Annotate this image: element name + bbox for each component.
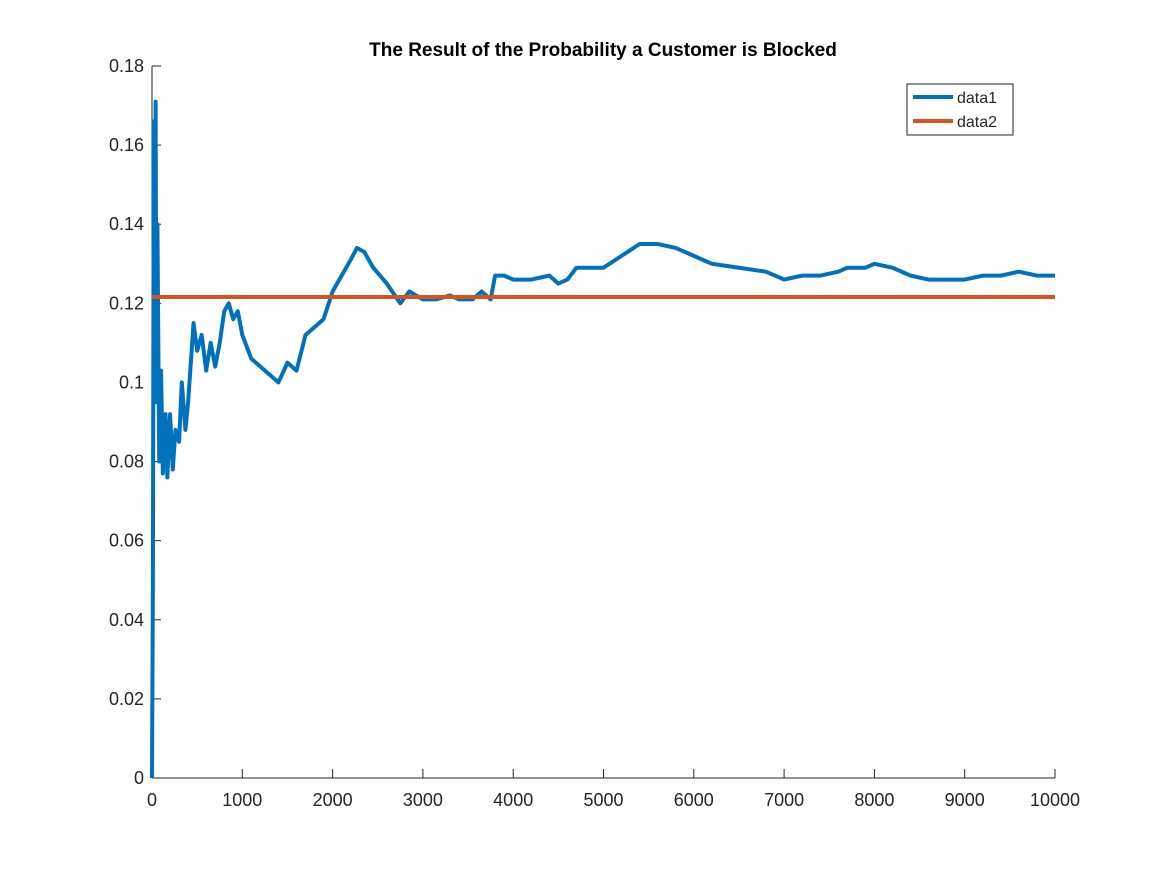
legend-box [906,83,1014,136]
x-tick-label: 5000 [583,790,623,810]
x-tick-label: 2000 [313,790,353,810]
line-series [150,99,1055,779]
x-tick-label: 4000 [493,790,533,810]
x-tick-label: 0 [147,790,157,810]
y-tick-label: 0.14 [109,214,144,234]
chart-title: The Result of the Probability a Customer… [369,40,837,61]
x-tick-label: 10000 [1030,790,1080,810]
x-tick-label: 9000 [945,790,985,810]
x-tick-label: 1000 [222,790,262,810]
y-tick-label: 0.06 [109,531,144,551]
legend-label: data1 [957,90,997,107]
y-tick-label: 0 [134,768,144,788]
x-tick-label: 8000 [854,790,894,810]
legend-label: data2 [957,114,997,131]
y-tick-label: 0.02 [109,689,144,709]
x-tick-label: 6000 [674,790,714,810]
y-tick-label: 0.16 [109,135,144,155]
y-tick-label: 0.04 [109,610,144,630]
y-tick-label: 0.18 [109,56,144,76]
y-tick-label: 0.1 [119,372,144,392]
x-tick-label: 3000 [403,790,443,810]
y-tick-label: 0.08 [109,452,144,472]
x-tick-label: 7000 [764,790,804,810]
y-tick-label: 0.12 [109,293,144,313]
